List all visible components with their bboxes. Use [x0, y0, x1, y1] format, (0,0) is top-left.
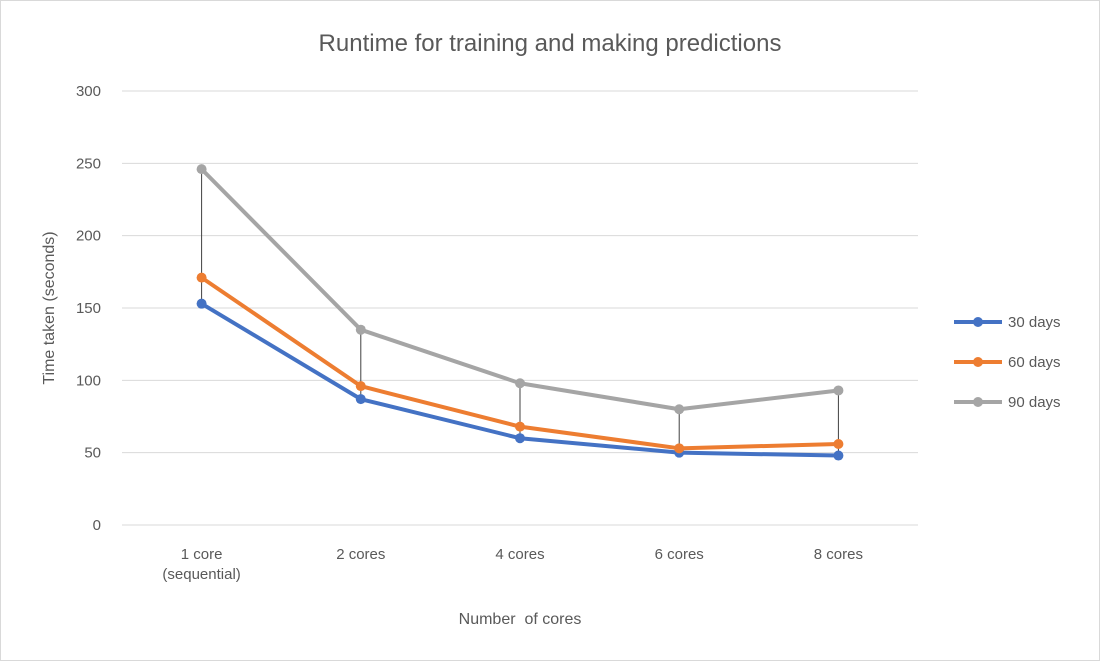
data-point	[515, 378, 525, 389]
data-point	[674, 404, 685, 415]
y-tick-label: 150	[76, 300, 101, 317]
legend-label: 30 days	[1008, 314, 1061, 331]
y-tick-label: 250	[76, 155, 101, 172]
x-tick-label: 2 cores	[336, 546, 385, 563]
chart-title: Runtime for training and making predicti…	[319, 30, 782, 57]
data-point	[515, 433, 525, 444]
data-point	[515, 421, 525, 432]
legend-label: 90 days	[1008, 394, 1061, 411]
data-point	[355, 324, 366, 335]
data-point	[674, 443, 685, 454]
data-point	[833, 438, 844, 449]
y-tick-label: 300	[76, 83, 101, 100]
data-point	[196, 298, 207, 309]
data-point	[196, 164, 207, 175]
data-point	[833, 450, 844, 461]
y-tick-label: 50	[84, 445, 101, 462]
data-point	[355, 394, 366, 405]
data-point	[196, 272, 207, 283]
data-point	[355, 381, 366, 392]
x-tick-label: 8 cores	[814, 546, 863, 563]
x-tick-label: 6 cores	[655, 546, 704, 563]
legend-label: 60 days	[1008, 354, 1061, 371]
y-tick-label: 0	[93, 517, 101, 534]
x-tick-label: 1 core (sequential)	[162, 546, 240, 583]
data-point	[833, 385, 844, 396]
x-axis-label: Number of cores	[459, 611, 582, 628]
x-tick-label: 4 cores	[495, 546, 544, 563]
series-line	[200, 167, 839, 412]
y-tick-label: 100	[76, 372, 101, 389]
y-tick-label: 200	[76, 228, 101, 245]
legend-marker	[973, 357, 983, 367]
y-axis-label: Time taken (seconds)	[41, 231, 58, 384]
legend-marker	[973, 317, 983, 327]
legend-marker	[973, 397, 983, 407]
